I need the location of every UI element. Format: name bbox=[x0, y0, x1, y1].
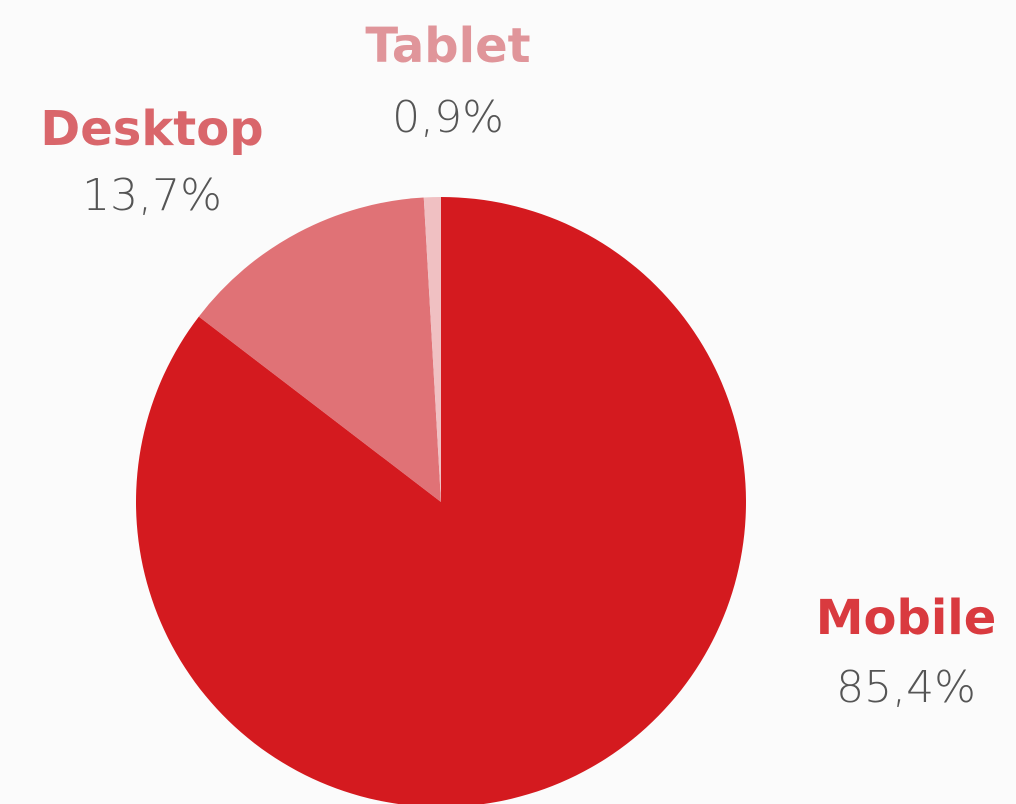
slice-value: 0,9% bbox=[392, 92, 504, 143]
slice-name: Tablet bbox=[365, 18, 530, 74]
slice-value: 85,4% bbox=[836, 662, 976, 713]
slice-name: Mobile bbox=[816, 590, 997, 646]
pie-slice bbox=[136, 197, 746, 804]
slice-name: Desktop bbox=[40, 101, 263, 157]
pie-slice bbox=[423, 197, 441, 502]
pie-slice bbox=[198, 197, 441, 502]
slice-value: 13,7% bbox=[82, 170, 222, 221]
